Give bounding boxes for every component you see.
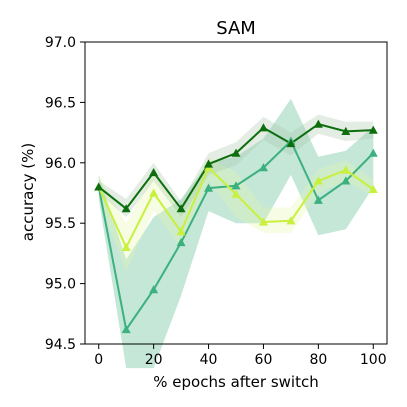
data-point-1-7 — [286, 216, 296, 225]
x-tick-label: 0 — [94, 352, 103, 368]
data-point-1-1 — [121, 242, 131, 251]
x-tick-label: 40 — [200, 352, 218, 368]
x-axis-title: % epochs after switch — [153, 373, 318, 391]
data-point-1-5 — [231, 189, 241, 198]
data-point-1-2 — [149, 188, 159, 197]
data-point-0-6 — [258, 163, 268, 172]
chart-title: SAM — [216, 18, 256, 39]
data-point-2-4 — [204, 159, 214, 168]
y-tick-label: 94.5 — [45, 337, 76, 353]
y-tick-label: 95.0 — [45, 277, 76, 293]
data-point-2-10 — [368, 125, 378, 134]
data-point-0-3 — [176, 238, 186, 247]
data-point-0-4 — [204, 183, 214, 192]
data-point-2-2 — [149, 167, 159, 177]
data-point-1-6 — [258, 217, 268, 226]
error-band-1 — [98, 156, 374, 272]
x-tick-label: 80 — [309, 352, 327, 368]
axes: 0 20 40 60 80 100 94.5 95.0 95.5 96.0 96.5 97.0 — [45, 35, 388, 368]
x-tick-label: 60 — [255, 352, 273, 368]
data-point-2-9 — [341, 126, 351, 135]
data-point-2-7 — [286, 138, 296, 148]
data-point-0-9 — [341, 176, 351, 185]
x-tick-label: 100 — [360, 352, 387, 368]
y-tick-label: 95.5 — [45, 216, 76, 232]
y-tick-label: 97.0 — [45, 35, 76, 51]
data-point-0-10 — [368, 148, 378, 157]
data-point-2-0 — [94, 182, 104, 191]
y-tick-label: 96.0 — [45, 156, 76, 172]
data-point-2-8 — [313, 119, 323, 128]
data-point-1-3 — [176, 227, 186, 236]
data-point-2-5 — [231, 148, 241, 157]
data-point-2-1 — [121, 204, 131, 213]
series-markers — [94, 119, 378, 334]
data-point-0-8 — [313, 195, 323, 204]
data-point-1-9 — [341, 165, 351, 174]
data-point-1-8 — [313, 176, 323, 185]
error-band-0 — [98, 98, 374, 369]
data-point-0-5 — [231, 181, 241, 190]
data-point-0-1 — [121, 325, 131, 334]
y-tick-label: 96.5 — [45, 95, 76, 111]
x-tick-label: 20 — [145, 352, 163, 368]
data-point-2-3 — [176, 204, 186, 213]
y-axis-title: accuracy (%) — [19, 143, 37, 241]
data-point-2-6 — [258, 123, 268, 132]
plot-frame — [84, 41, 388, 345]
data-point-0-2 — [149, 285, 159, 294]
error-bands — [98, 98, 374, 369]
data-point-1-10 — [368, 184, 378, 193]
